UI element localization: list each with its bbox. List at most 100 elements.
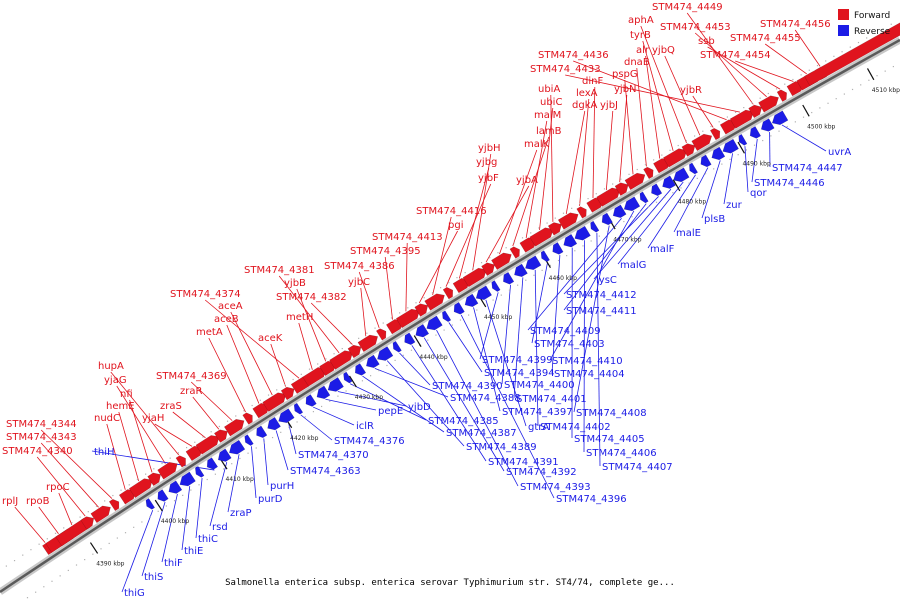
guide-dot [513, 242, 515, 244]
forward-callout-line [499, 149, 538, 255]
reverse-gene-arrow [540, 250, 550, 263]
reverse-gene-label: STM474_4411 [566, 306, 637, 317]
guide-dot [743, 107, 745, 109]
forward-gene-arrow [758, 95, 779, 113]
guide-dot [541, 269, 543, 271]
scale-tick-mark [89, 542, 99, 554]
forward-callout-line [624, 79, 634, 175]
guide-dot [239, 457, 241, 460]
guide-dot [892, 65, 894, 68]
guide-dot [226, 420, 229, 422]
forward-gene-label: ubiA [538, 84, 560, 95]
reverse-gene-arrow [426, 315, 443, 331]
forward-callout-line [432, 216, 452, 295]
forward-gene-label: rpoB [26, 496, 50, 507]
guide-dot [198, 484, 200, 486]
reverse-gene-label: pepE [378, 406, 403, 417]
forward-gene-arrow [195, 435, 220, 455]
guide-dot [399, 312, 401, 314]
guide-dot [786, 125, 788, 128]
forward-gene-label: malM [534, 110, 561, 121]
reverse-callout-line [349, 383, 427, 421]
guide-dot [423, 297, 425, 299]
guide-dot [500, 294, 502, 296]
guide-dot [353, 385, 355, 387]
reverse-gene-label: STM474_4446 [754, 178, 825, 189]
guide-dot [808, 69, 810, 71]
guide-dot [173, 500, 176, 502]
guide-dot [296, 421, 298, 423]
guide-dot [300, 373, 302, 375]
forward-callout-line [154, 423, 193, 447]
reverse-gene-label: malE [676, 228, 701, 239]
forward-gene-label: STM474_4456 [760, 19, 831, 30]
reverse-gene-arrow [738, 133, 748, 146]
reverse-callout-line [596, 232, 601, 467]
forward-gene-arrow [462, 267, 487, 288]
reverse-gene-label: STM474_4391 [488, 457, 559, 468]
guide-dot [43, 586, 45, 588]
guide-dot [407, 307, 409, 309]
forward-gene-label: nudC [94, 413, 120, 424]
reverse-callout-line [781, 124, 827, 152]
reverse-gene-arrow [228, 439, 246, 455]
forward-callout-line [565, 74, 741, 113]
scale-tick-label: 4440 kbp [419, 354, 447, 361]
forward-gene-label: yjaH [142, 413, 164, 424]
scale-ticks: 4390 kbp 4400 kbp 4410 kbp 4420 kbp 4430 kbp… [89, 68, 900, 567]
guide-dot [595, 193, 597, 195]
reverse-gene-arrow [157, 489, 169, 502]
reverse-callout-line [527, 217, 622, 331]
guide-dot [231, 463, 233, 465]
forward-gene-label: yjbQ [652, 45, 675, 56]
guide-dot [868, 79, 870, 81]
reverse-gene-arrow [601, 212, 613, 226]
forward-gene-arrow [596, 187, 621, 207]
guide-dot [288, 426, 290, 428]
guide-dot [874, 32, 876, 34]
forward-callout-line [573, 60, 727, 121]
forward-callout-line [226, 324, 260, 404]
guide-dot [590, 240, 592, 242]
reverse-gene-arrow [293, 402, 304, 415]
forward-gene-label: STM474_4455 [730, 33, 801, 44]
guide-dot [255, 447, 257, 449]
guide-dot [149, 516, 151, 518]
reverse-gene-label: STM474_4406 [586, 448, 657, 459]
guide-dot [345, 390, 347, 392]
reverse-callout-line [534, 269, 539, 427]
guide-dot [95, 505, 98, 507]
scale-tick-mark [413, 335, 422, 347]
forward-callout-line [636, 67, 647, 167]
reverse-gene-label: lysC [596, 275, 617, 286]
guide-dot [251, 404, 253, 407]
legend: Forward Reverse [838, 9, 891, 37]
guide-dot [702, 130, 704, 132]
reverse-callout-line [251, 446, 257, 499]
guide-dot [492, 299, 494, 301]
guide-dot [394, 359, 396, 362]
forward-callout-line [270, 343, 287, 387]
forward-gene-arrow [509, 246, 520, 259]
forward-callout-line [512, 136, 550, 247]
forward-gene-label: yjbJ [600, 100, 618, 111]
reverse-gene-label: purD [258, 494, 283, 505]
forward-gene-arrow [280, 386, 295, 401]
guide-dot [26, 597, 29, 599]
forward-gene-label: STM474_4374 [170, 289, 241, 300]
forward-gene-label: zraS [160, 401, 182, 412]
guide-dot [263, 442, 266, 444]
guide-dot [464, 272, 466, 274]
guide-dot [124, 532, 127, 534]
guide-dot [284, 384, 286, 386]
guide-dot [128, 484, 130, 486]
scale-tick-label: 4460 kbp [549, 275, 577, 282]
guide-dot [655, 201, 658, 203]
guide-dot [685, 140, 688, 142]
scale-tick-mark [348, 375, 357, 388]
reverse-gene-arrow [366, 354, 380, 369]
reverse-gene-arrow [689, 162, 699, 175]
guide-dot [448, 282, 450, 284]
guide-dot [22, 554, 24, 556]
guide-dot [530, 232, 532, 234]
